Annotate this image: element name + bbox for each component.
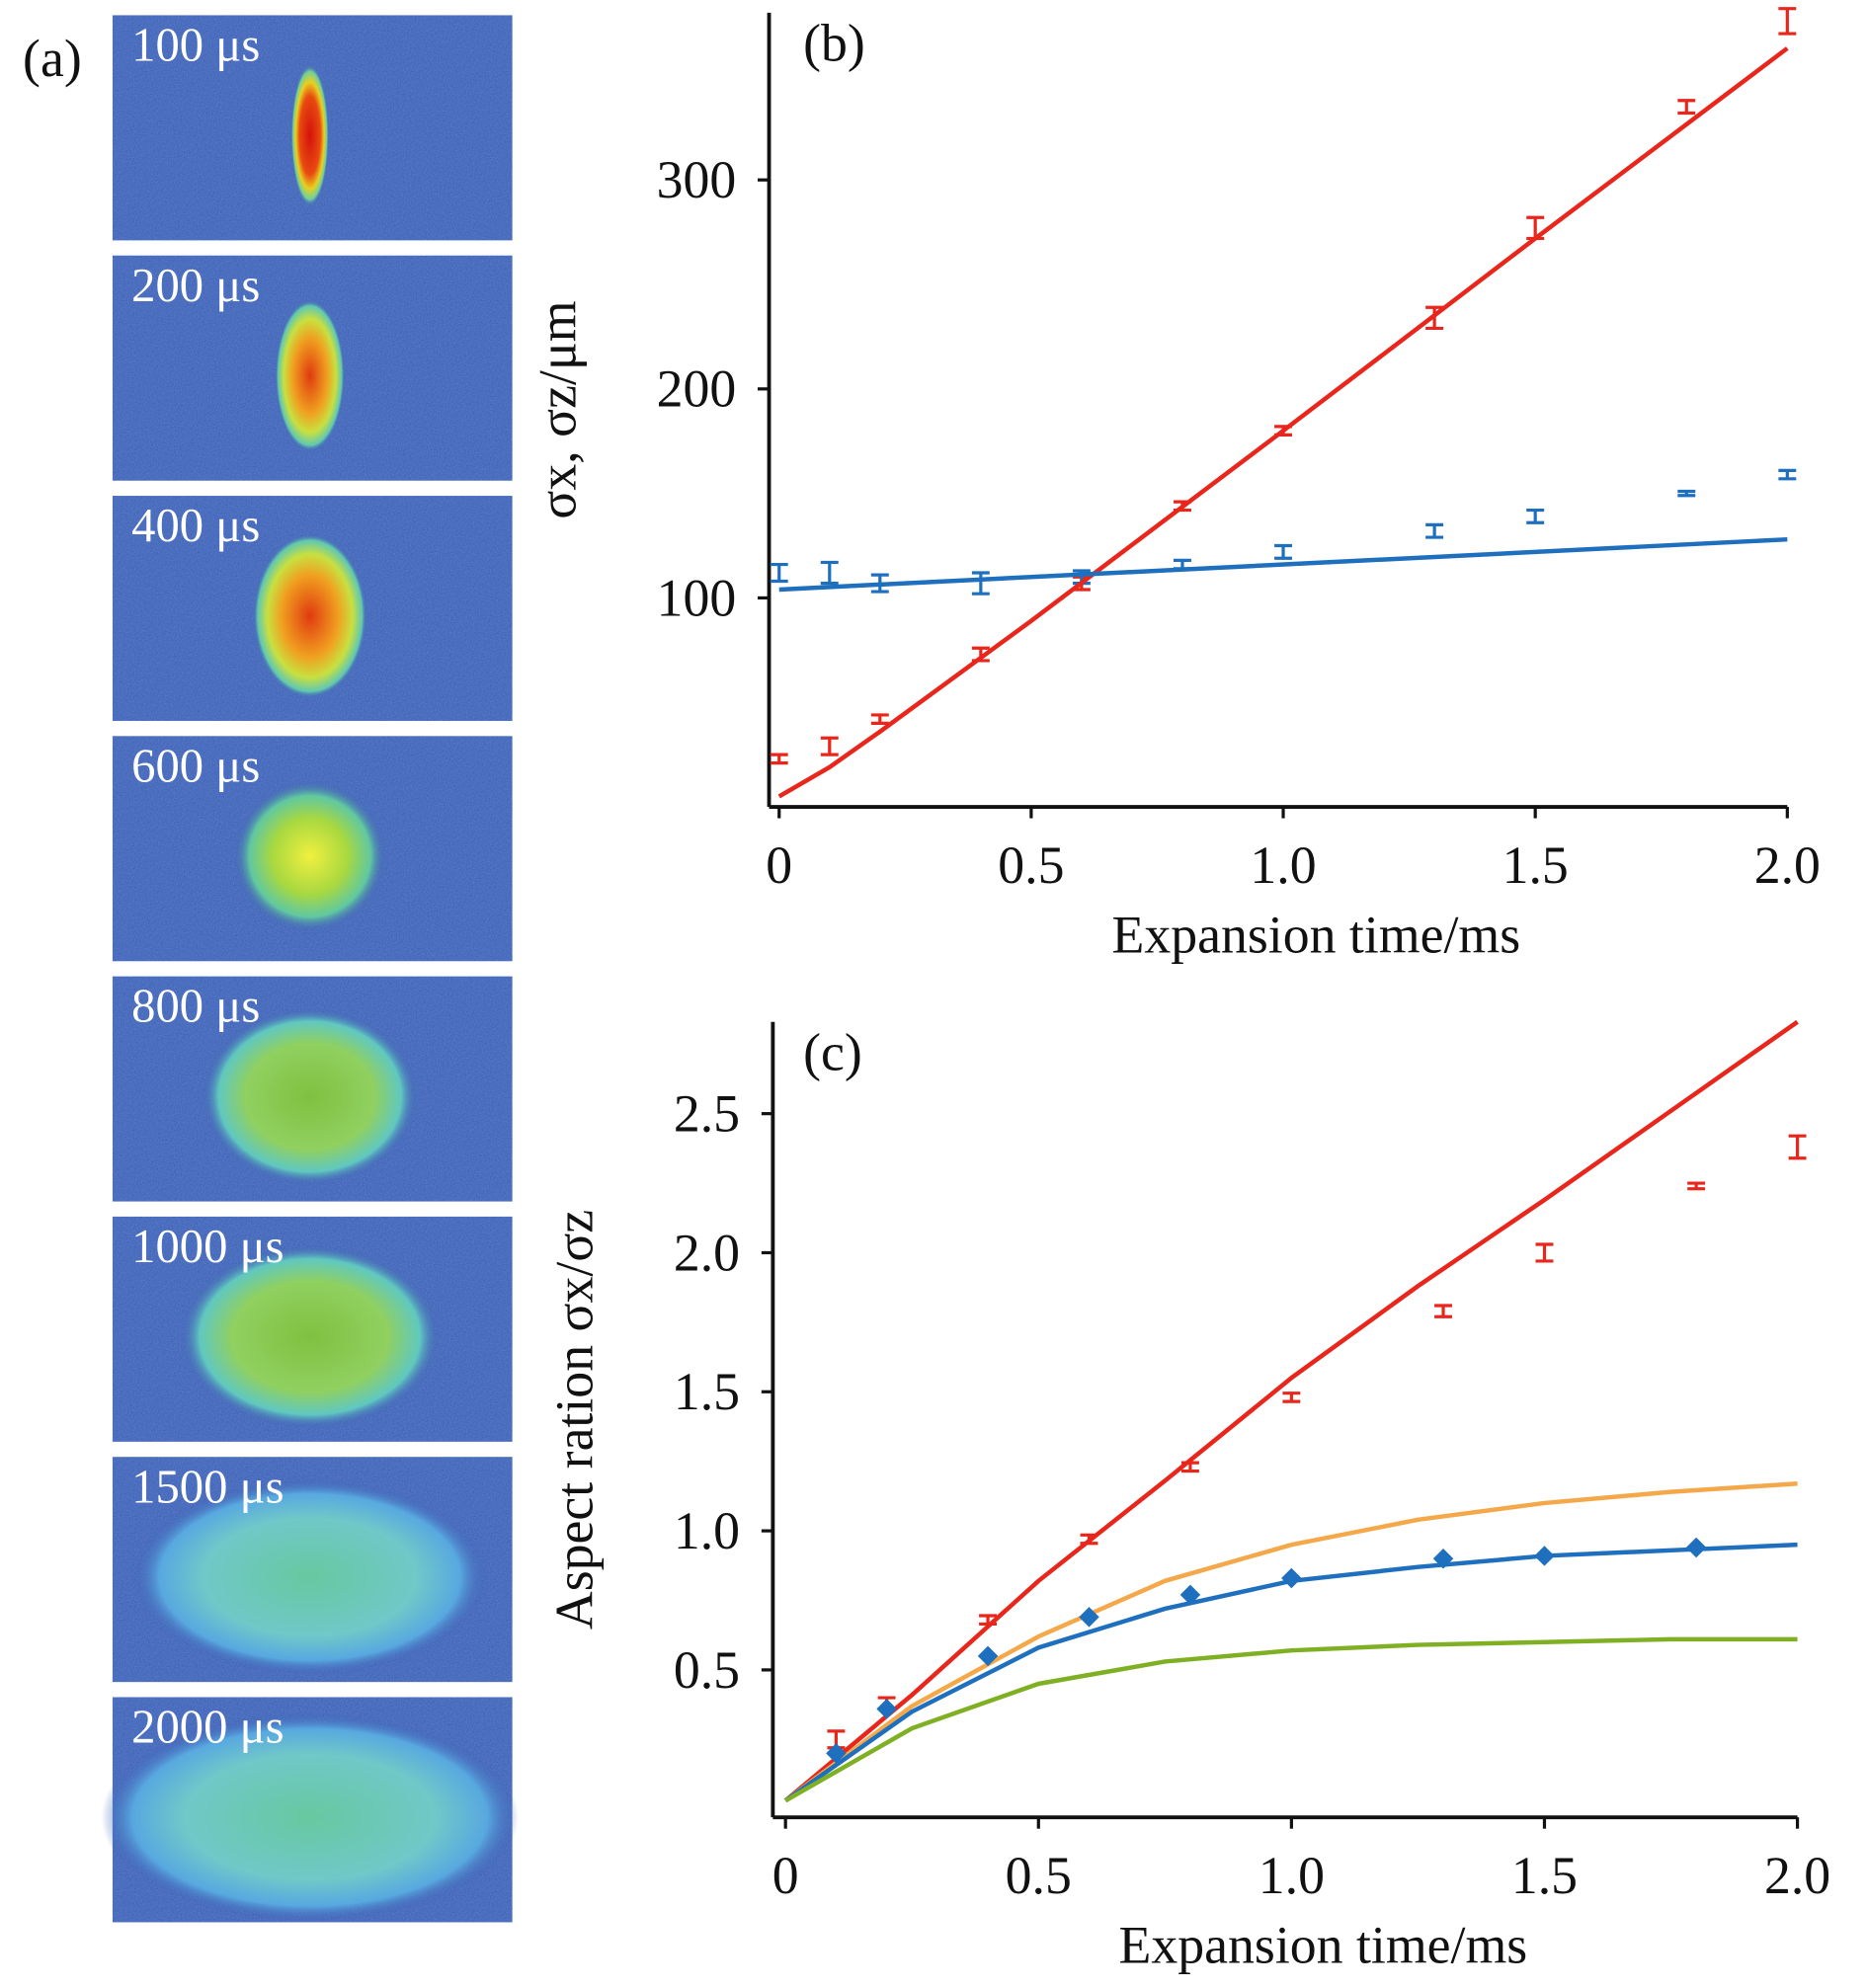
y-tick-label: 0.5	[674, 1640, 740, 1700]
diamond-marker	[876, 1699, 897, 1719]
error-bar	[820, 560, 839, 586]
x-tick-label: 2.0	[1754, 835, 1821, 895]
diamond-marker	[1079, 1607, 1099, 1628]
x-tick-label: 1.0	[1250, 835, 1316, 895]
fit-line	[783, 1019, 1799, 1802]
frame-label: 600 μs	[131, 739, 260, 792]
error-bar	[1677, 489, 1696, 498]
y-tick-label: 2.5	[674, 1084, 740, 1144]
fit-line	[778, 536, 1788, 593]
atom-cloud	[253, 533, 367, 698]
y-tick-label: 1.5	[674, 1362, 740, 1421]
fit-line	[784, 1636, 1798, 1803]
y-axis-label: Aspect ration σx/σz	[544, 1210, 604, 1630]
error-bar	[979, 1614, 998, 1627]
error-bar	[1535, 1242, 1554, 1263]
error-bar	[1180, 1461, 1199, 1473]
atom-cloud	[275, 299, 345, 452]
error-bar	[770, 562, 788, 584]
diamond-marker	[977, 1645, 999, 1667]
atom-cloud	[180, 1244, 440, 1429]
x-tick-label: 0.5	[1006, 1846, 1072, 1905]
frame-label: 1000 μs	[131, 1220, 284, 1273]
atom-cloud	[233, 780, 386, 932]
y-tick-label: 1.0	[674, 1501, 740, 1560]
diamond-marker	[1281, 1567, 1302, 1589]
frame-label: 1500 μs	[131, 1460, 284, 1513]
error-bar	[1425, 522, 1444, 539]
diamond-marker	[1534, 1546, 1555, 1566]
diamond-marker	[1685, 1537, 1707, 1558]
panel-label: (a)	[23, 29, 82, 88]
error-bar	[820, 736, 839, 756]
x-tick-label: 1.5	[1511, 1846, 1578, 1905]
atom-cloud	[202, 1007, 418, 1185]
panel-label: (c)	[803, 1022, 862, 1081]
atom-cloud	[132, 1478, 487, 1676]
error-bar	[1282, 1392, 1301, 1403]
atom-cloud	[290, 64, 329, 207]
error-bar	[1434, 1304, 1452, 1318]
error-bar	[971, 571, 990, 596]
error-bar	[1687, 1181, 1706, 1191]
error-bar	[1526, 508, 1545, 524]
diamond-marker	[1432, 1549, 1454, 1569]
frame-label: 2000 μs	[131, 1701, 284, 1754]
error-bar	[1274, 543, 1292, 560]
error-bar	[1677, 99, 1696, 116]
fit-line	[777, 46, 1789, 799]
y-tick-label: 300	[657, 150, 737, 209]
error-bar	[770, 753, 788, 765]
fit-line	[783, 1480, 1798, 1803]
frame-label: 200 μs	[131, 259, 260, 312]
error-bar	[1788, 1134, 1807, 1160]
frame-label: 400 μs	[131, 499, 260, 552]
error-bar	[1778, 7, 1797, 36]
error-bar	[870, 713, 889, 726]
x-tick-label: 0	[772, 1846, 799, 1905]
x-axis-label: Expansion time/ms	[1119, 1915, 1528, 1974]
frame-label: 800 μs	[131, 980, 260, 1033]
x-tick-label: 0	[766, 835, 792, 895]
y-tick-label: 100	[657, 568, 737, 627]
atom-cloud	[101, 1712, 519, 1922]
diamond-marker	[826, 1743, 847, 1764]
frame-label: 100 μs	[131, 19, 260, 72]
y-tick-label: 200	[657, 359, 737, 419]
error-bar	[1080, 1533, 1098, 1546]
x-tick-label: 1.5	[1502, 835, 1569, 895]
x-tick-label: 0.5	[998, 835, 1064, 895]
x-axis-label: Expansion time/ms	[1112, 905, 1521, 964]
error-bar	[1778, 468, 1797, 481]
x-tick-label: 2.0	[1764, 1846, 1830, 1905]
y-tick-label: 2.0	[674, 1223, 740, 1282]
x-tick-label: 1.0	[1258, 1846, 1325, 1905]
panel-label: (b)	[803, 14, 865, 73]
y-axis-label: σx, σz/μm	[528, 300, 588, 518]
